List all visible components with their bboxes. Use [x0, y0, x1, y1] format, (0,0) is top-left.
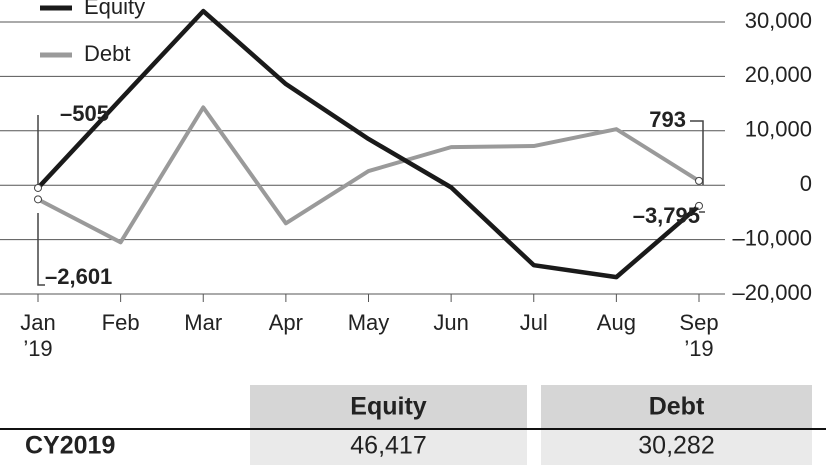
line — [36, 8, 701, 280]
label-point — [695, 201, 703, 210]
legend-label: Debt — [84, 41, 130, 66]
y-tick-label: 30,000 — [745, 8, 812, 33]
label-leader — [690, 120, 704, 185]
x-tick-label: May — [348, 310, 390, 335]
table-value: 46,417 — [350, 432, 426, 460]
column-header: Equity — [350, 393, 426, 421]
x-tick-label: Jan ’19 — [20, 310, 55, 361]
label-point — [34, 195, 42, 204]
data-label: –3,795 — [633, 203, 700, 228]
data-label: –2,601 — [45, 264, 112, 289]
label-leader — [37, 213, 45, 286]
row-header: CY2019 — [25, 432, 115, 460]
x-tick-label: Sep ’19 — [679, 310, 718, 361]
line — [37, 105, 701, 245]
x-tick-label: Mar — [184, 310, 222, 335]
x-tick-label: Apr — [269, 310, 303, 335]
x-tick-label: Feb — [102, 310, 140, 335]
legend-label: Equity — [84, 0, 145, 19]
x-tick-label: Aug — [597, 310, 636, 335]
x-tick-label: Jul — [520, 310, 548, 335]
y-tick-label: 0 — [800, 171, 812, 196]
label-point — [34, 183, 42, 192]
data-cell — [250, 430, 527, 465]
data-label: –505 — [60, 101, 109, 126]
data-cell — [541, 430, 812, 465]
x-tick-label: Jun — [433, 310, 468, 335]
header-cell — [250, 385, 527, 429]
table-value: 30,282 — [638, 432, 714, 460]
y-tick-label: 20,000 — [745, 62, 812, 87]
label-point — [695, 176, 703, 185]
header-cell — [541, 385, 812, 429]
data-label: 793 — [649, 107, 686, 132]
y-tick-label: –20,000 — [732, 280, 812, 305]
column-header: Debt — [649, 393, 705, 421]
y-tick-label: 10,000 — [745, 117, 812, 142]
y-tick-label: –10,000 — [732, 225, 812, 250]
